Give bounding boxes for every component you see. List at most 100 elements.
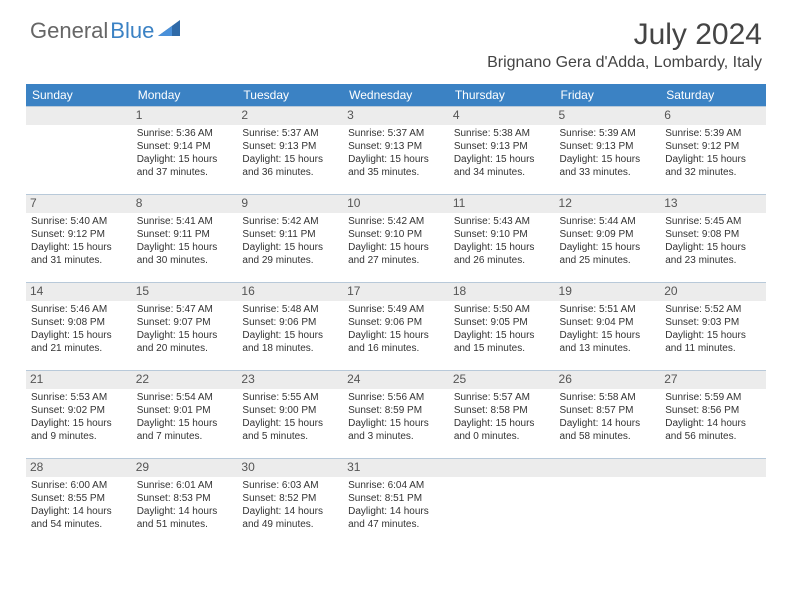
sunrise-text: Sunrise: 5:57 AM xyxy=(454,391,550,404)
sunrise-text: Sunrise: 5:44 AM xyxy=(560,215,656,228)
daylight-text: and 51 minutes. xyxy=(137,518,233,531)
sunset-text: Sunset: 9:12 PM xyxy=(31,228,127,241)
calendar-day-cell: 10Sunrise: 5:42 AMSunset: 9:10 PMDayligh… xyxy=(343,195,449,283)
logo-triangle-icon xyxy=(158,20,180,36)
daylight-text: Daylight: 15 hours xyxy=(665,241,761,254)
daylight-text: and 33 minutes. xyxy=(560,166,656,179)
sunset-text: Sunset: 9:11 PM xyxy=(137,228,233,241)
day-number: 29 xyxy=(132,459,238,477)
day-number-empty xyxy=(449,459,555,477)
calendar-day-cell: 22Sunrise: 5:54 AMSunset: 9:01 PMDayligh… xyxy=(132,371,238,459)
daylight-text: and 30 minutes. xyxy=(137,254,233,267)
sunrise-text: Sunrise: 5:41 AM xyxy=(137,215,233,228)
calendar-day-cell: 15Sunrise: 5:47 AMSunset: 9:07 PMDayligh… xyxy=(132,283,238,371)
calendar-day-cell: 19Sunrise: 5:51 AMSunset: 9:04 PMDayligh… xyxy=(555,283,661,371)
daylight-text: and 27 minutes. xyxy=(348,254,444,267)
sunrise-text: Sunrise: 6:03 AM xyxy=(242,479,338,492)
sunrise-text: Sunrise: 5:47 AM xyxy=(137,303,233,316)
day-number: 20 xyxy=(660,283,766,301)
sunset-text: Sunset: 9:03 PM xyxy=(665,316,761,329)
sunrise-text: Sunrise: 5:48 AM xyxy=(242,303,338,316)
sunset-text: Sunset: 8:53 PM xyxy=(137,492,233,505)
sunrise-text: Sunrise: 5:42 AM xyxy=(348,215,444,228)
day-number-empty xyxy=(26,107,132,125)
calendar-day-cell: 7Sunrise: 5:40 AMSunset: 9:12 PMDaylight… xyxy=(26,195,132,283)
sunset-text: Sunset: 8:56 PM xyxy=(665,404,761,417)
day-header: Thursday xyxy=(449,84,555,107)
sunrise-text: Sunrise: 5:51 AM xyxy=(560,303,656,316)
day-number: 14 xyxy=(26,283,132,301)
daylight-text: and 35 minutes. xyxy=(348,166,444,179)
calendar-day-cell: 2Sunrise: 5:37 AMSunset: 9:13 PMDaylight… xyxy=(237,107,343,195)
sunset-text: Sunset: 9:10 PM xyxy=(454,228,550,241)
sunrise-text: Sunrise: 5:39 AM xyxy=(665,127,761,140)
day-header: Monday xyxy=(132,84,238,107)
calendar-day-cell xyxy=(26,107,132,195)
calendar-day-cell: 16Sunrise: 5:48 AMSunset: 9:06 PMDayligh… xyxy=(237,283,343,371)
daylight-text: and 16 minutes. xyxy=(348,342,444,355)
day-number: 30 xyxy=(237,459,343,477)
sunset-text: Sunset: 9:07 PM xyxy=(137,316,233,329)
daylight-text: and 32 minutes. xyxy=(665,166,761,179)
day-number: 17 xyxy=(343,283,449,301)
daylight-text: Daylight: 14 hours xyxy=(665,417,761,430)
calendar-day-cell: 26Sunrise: 5:58 AMSunset: 8:57 PMDayligh… xyxy=(555,371,661,459)
calendar-day-cell: 29Sunrise: 6:01 AMSunset: 8:53 PMDayligh… xyxy=(132,459,238,547)
calendar-day-cell: 13Sunrise: 5:45 AMSunset: 9:08 PMDayligh… xyxy=(660,195,766,283)
daylight-text: Daylight: 15 hours xyxy=(137,329,233,342)
sunrise-text: Sunrise: 5:36 AM xyxy=(137,127,233,140)
day-number: 6 xyxy=(660,107,766,125)
sunrise-text: Sunrise: 5:46 AM xyxy=(31,303,127,316)
day-number: 18 xyxy=(449,283,555,301)
sunrise-text: Sunrise: 5:40 AM xyxy=(31,215,127,228)
day-number-empty xyxy=(555,459,661,477)
day-header: Friday xyxy=(555,84,661,107)
day-number: 27 xyxy=(660,371,766,389)
calendar-table: SundayMondayTuesdayWednesdayThursdayFrid… xyxy=(26,84,766,547)
sunset-text: Sunset: 9:12 PM xyxy=(665,140,761,153)
daylight-text: and 5 minutes. xyxy=(242,430,338,443)
sunset-text: Sunset: 9:08 PM xyxy=(665,228,761,241)
daylight-text: Daylight: 14 hours xyxy=(242,505,338,518)
sunset-text: Sunset: 9:02 PM xyxy=(31,404,127,417)
calendar-week-row: 7Sunrise: 5:40 AMSunset: 9:12 PMDaylight… xyxy=(26,195,766,283)
sunrise-text: Sunrise: 5:37 AM xyxy=(242,127,338,140)
daylight-text: Daylight: 15 hours xyxy=(242,153,338,166)
daylight-text: Daylight: 15 hours xyxy=(31,417,127,430)
sunrise-text: Sunrise: 5:37 AM xyxy=(348,127,444,140)
logo: General Blue xyxy=(30,18,180,44)
daylight-text: Daylight: 15 hours xyxy=(454,153,550,166)
day-number: 3 xyxy=(343,107,449,125)
sunrise-text: Sunrise: 5:49 AM xyxy=(348,303,444,316)
day-number: 1 xyxy=(132,107,238,125)
daylight-text: and 7 minutes. xyxy=(137,430,233,443)
page-header: General Blue July 2024 Brignano Gera d'A… xyxy=(0,0,792,76)
day-number: 23 xyxy=(237,371,343,389)
calendar-day-cell: 4Sunrise: 5:38 AMSunset: 9:13 PMDaylight… xyxy=(449,107,555,195)
day-number: 26 xyxy=(555,371,661,389)
daylight-text: and 23 minutes. xyxy=(665,254,761,267)
daylight-text: and 37 minutes. xyxy=(137,166,233,179)
day-number: 21 xyxy=(26,371,132,389)
sunset-text: Sunset: 9:05 PM xyxy=(454,316,550,329)
day-number: 4 xyxy=(449,107,555,125)
calendar-week-row: 14Sunrise: 5:46 AMSunset: 9:08 PMDayligh… xyxy=(26,283,766,371)
daylight-text: Daylight: 15 hours xyxy=(348,153,444,166)
calendar-week-row: 1Sunrise: 5:36 AMSunset: 9:14 PMDaylight… xyxy=(26,107,766,195)
daylight-text: Daylight: 15 hours xyxy=(454,417,550,430)
daylight-text: Daylight: 15 hours xyxy=(348,417,444,430)
sunrise-text: Sunrise: 5:45 AM xyxy=(665,215,761,228)
day-header: Wednesday xyxy=(343,84,449,107)
sunrise-text: Sunrise: 5:56 AM xyxy=(348,391,444,404)
daylight-text: Daylight: 15 hours xyxy=(242,241,338,254)
logo-text-1: General xyxy=(30,18,108,44)
daylight-text: and 21 minutes. xyxy=(31,342,127,355)
calendar-day-cell: 30Sunrise: 6:03 AMSunset: 8:52 PMDayligh… xyxy=(237,459,343,547)
daylight-text: and 0 minutes. xyxy=(454,430,550,443)
day-number: 19 xyxy=(555,283,661,301)
day-number: 11 xyxy=(449,195,555,213)
daylight-text: and 3 minutes. xyxy=(348,430,444,443)
sunset-text: Sunset: 9:00 PM xyxy=(242,404,338,417)
calendar-week-row: 28Sunrise: 6:00 AMSunset: 8:55 PMDayligh… xyxy=(26,459,766,547)
calendar-day-cell: 1Sunrise: 5:36 AMSunset: 9:14 PMDaylight… xyxy=(132,107,238,195)
